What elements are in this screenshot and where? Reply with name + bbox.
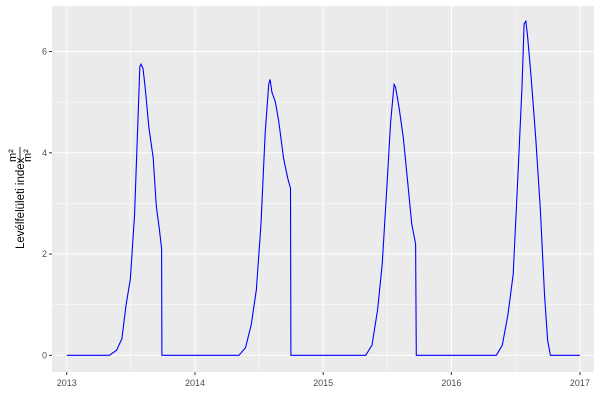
- x-tick-label: 2015: [313, 378, 333, 388]
- y-axis-title: Levélfelületi index: [15, 157, 27, 249]
- x-tick-label: 2017: [570, 378, 590, 388]
- y-tick-label: 6: [42, 47, 47, 57]
- x-tick-label: 2013: [57, 378, 77, 388]
- y-tick-label: 2: [42, 249, 47, 259]
- y-unit-numerator: m²: [7, 149, 19, 162]
- x-tick-label: 2016: [441, 378, 461, 388]
- series-line: [66, 19, 580, 356]
- y-axis-label: Levélfelületi index m² m²: [7, 147, 34, 249]
- y-tick-label: 0: [42, 350, 47, 360]
- x-tick-label: 2014: [185, 378, 205, 388]
- y-tick-label: 4: [42, 148, 47, 158]
- y-unit-denominator: m²: [22, 149, 34, 162]
